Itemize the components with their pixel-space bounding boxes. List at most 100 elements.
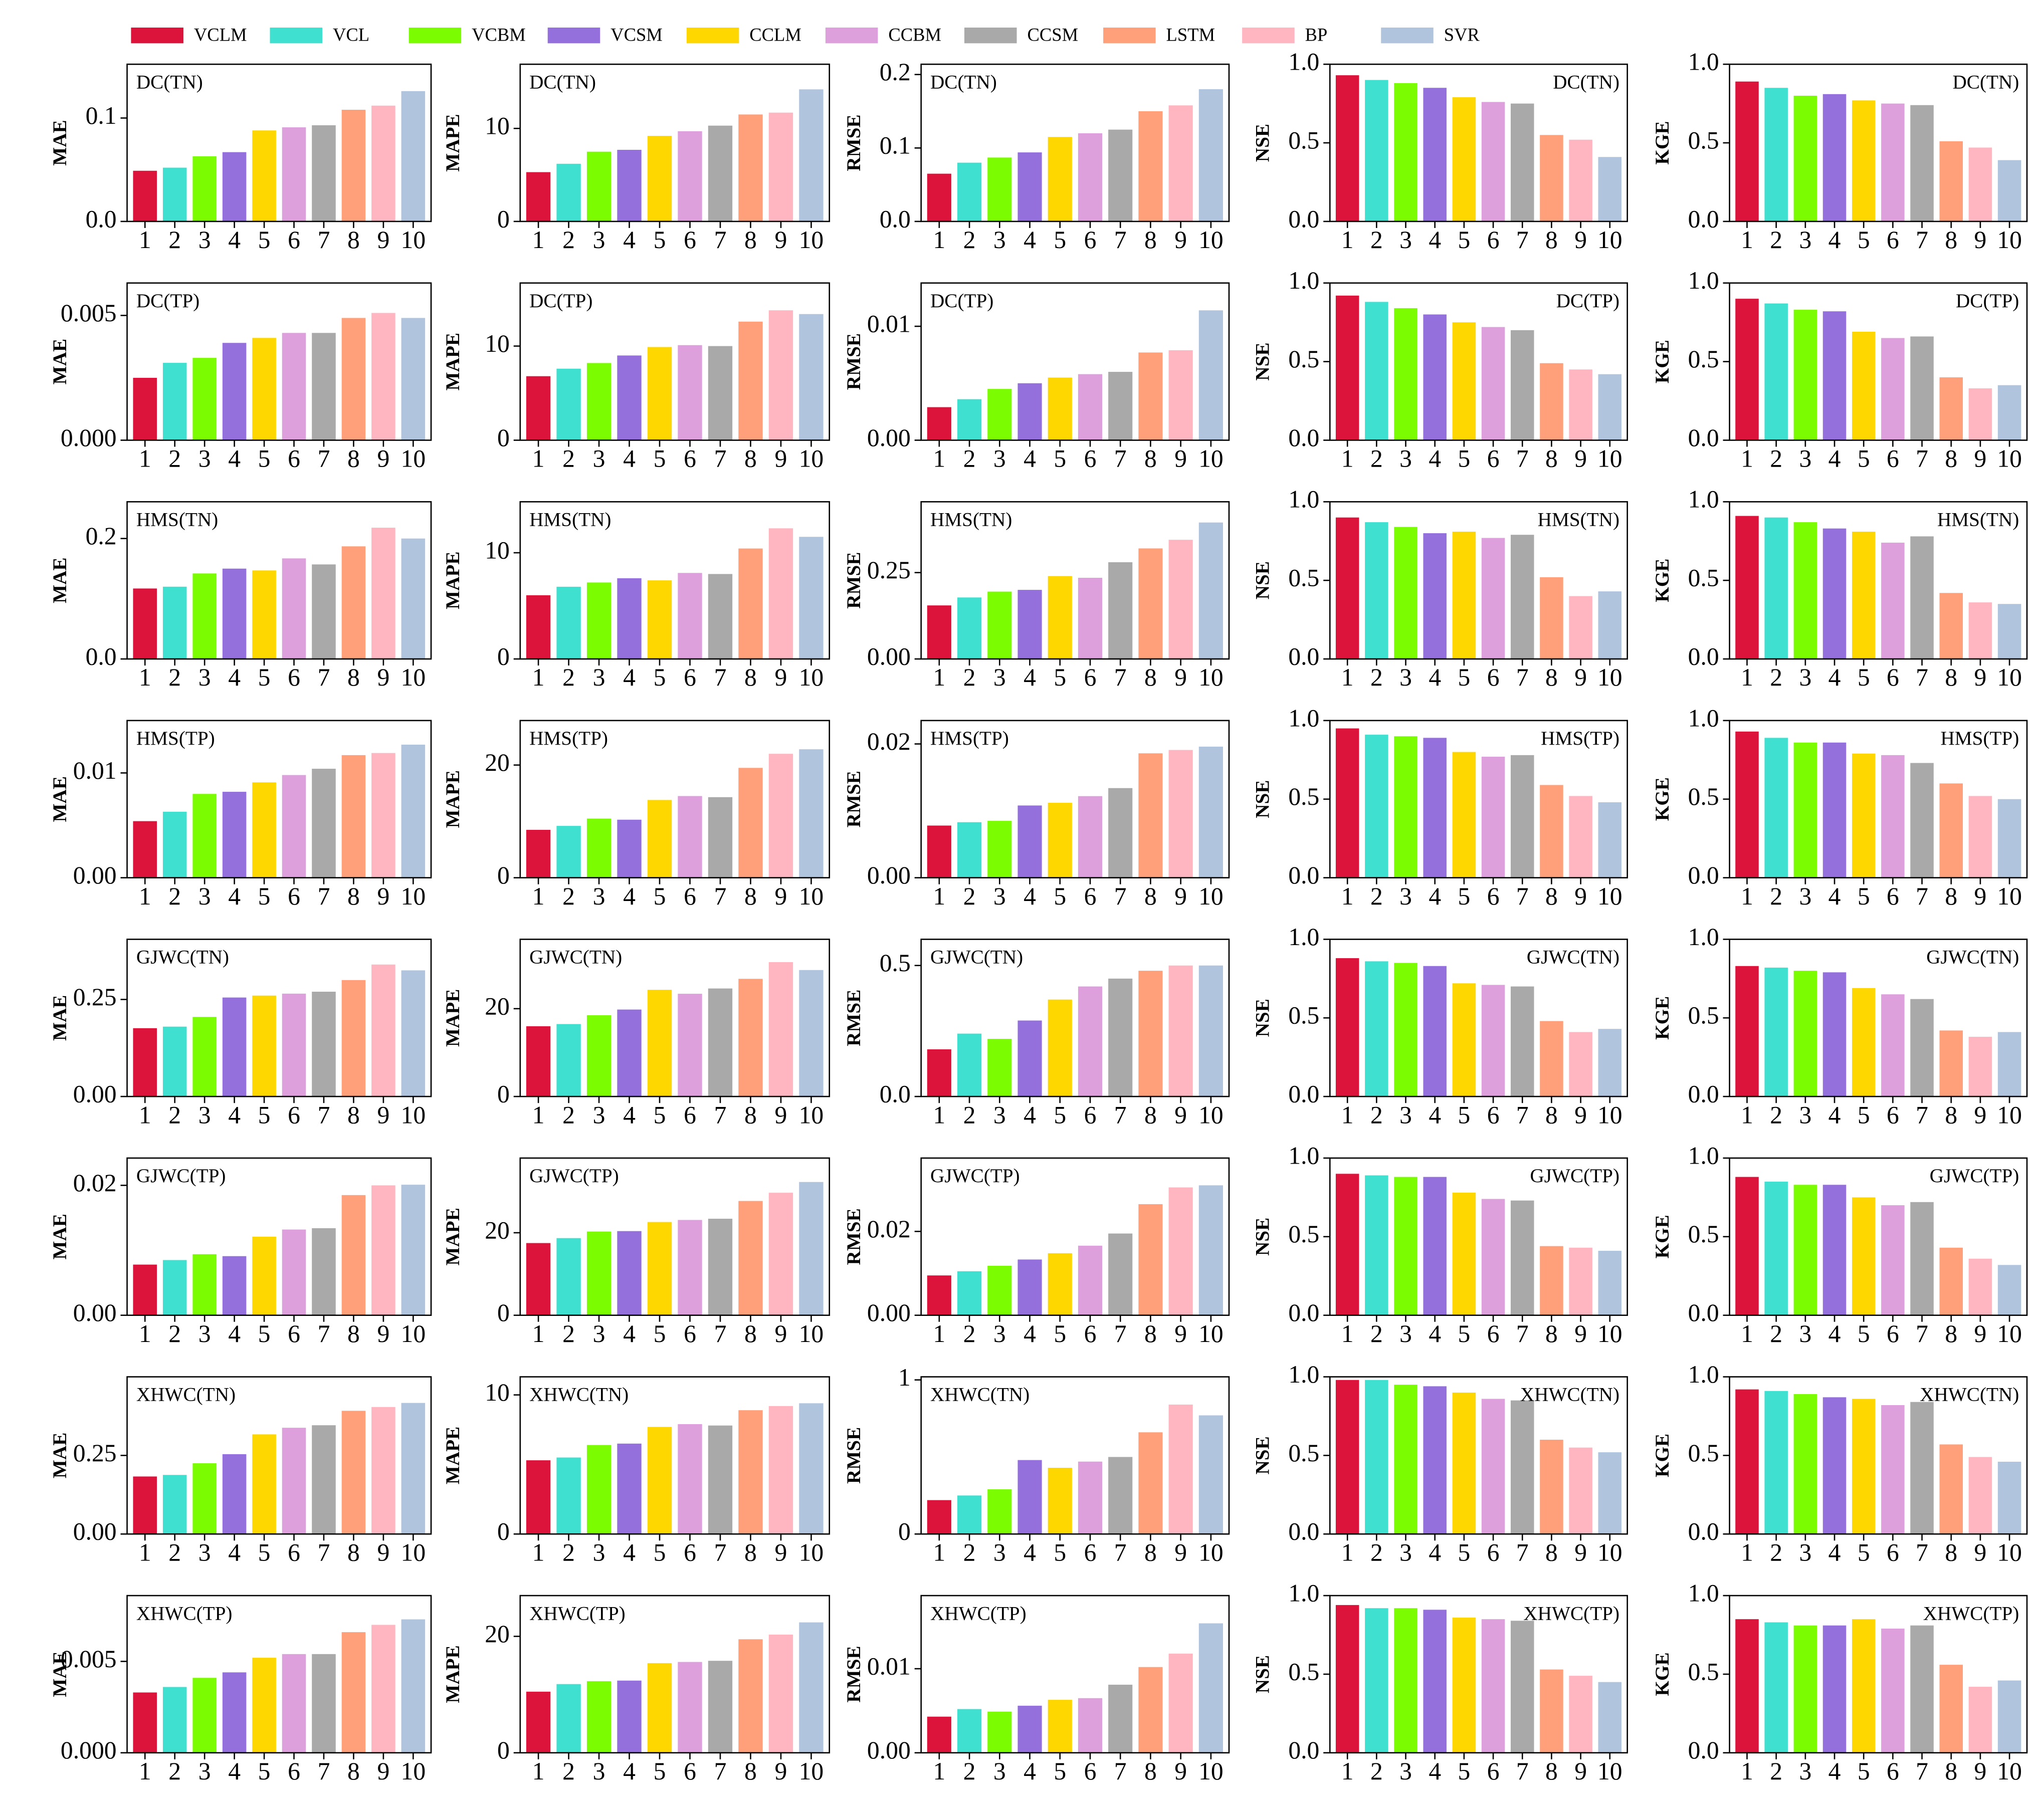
legend-label: CCLM	[749, 25, 801, 45]
x-tick-label: 7	[1114, 226, 1127, 254]
subplot-title: HMS(TN)	[136, 509, 218, 531]
x-tick-label: 1	[1741, 445, 1753, 473]
y-axis-label: MAE	[49, 1214, 71, 1259]
bar	[252, 1434, 276, 1534]
bar	[738, 1410, 763, 1534]
subplot-title: XHWC(TP)	[529, 1603, 626, 1624]
axes-frame	[1329, 720, 1628, 878]
x-tick-label: 3	[198, 663, 211, 691]
y-tick-label: 0.01	[73, 757, 117, 784]
axes-frame	[126, 720, 432, 878]
x-tick-label: 2	[168, 882, 181, 910]
x-tick-label: 6	[1084, 1320, 1097, 1347]
bar	[1540, 785, 1563, 878]
x-tick-label: 3	[198, 1538, 211, 1566]
x-tick-label: 4	[228, 1757, 241, 1785]
bar	[768, 1193, 793, 1315]
bar	[1335, 75, 1359, 221]
x-tick-label: 6	[684, 1320, 696, 1347]
bar	[678, 1220, 702, 1315]
bar	[1138, 753, 1163, 878]
x-tick-label: 7	[714, 1101, 727, 1129]
x-tick-label: 4	[1024, 882, 1036, 910]
x-tick-label: 9	[377, 226, 389, 254]
subplot-title: GJWC(TN)	[930, 947, 1023, 968]
bar	[252, 995, 276, 1097]
x-tick-label: 9	[1574, 445, 1587, 473]
bar	[1511, 1400, 1534, 1534]
y-tick-label: 0.0	[880, 205, 911, 233]
bar	[1017, 1259, 1042, 1315]
bar	[738, 1201, 763, 1315]
bar	[1793, 1394, 1817, 1534]
x-tick-label: 6	[1887, 445, 1899, 473]
x-tick-label: 8	[1945, 1757, 1957, 1785]
x-tick-label: 5	[258, 663, 271, 691]
x-tick-label: 8	[347, 882, 360, 910]
bar	[987, 1265, 1012, 1315]
x-tick-label: 4	[1024, 1101, 1036, 1129]
bar	[312, 1228, 336, 1315]
bar	[1048, 1467, 1072, 1534]
bar	[1735, 299, 1759, 440]
legend-swatch	[270, 28, 323, 44]
bar	[1910, 1202, 1934, 1315]
bar	[1481, 327, 1505, 440]
y-tick-label: 0.25	[867, 556, 911, 584]
axes-frame	[920, 1376, 1230, 1535]
x-tick-label: 5	[654, 1101, 666, 1129]
x-tick-label: 10	[1997, 663, 2022, 691]
x-tick-label: 8	[1945, 1538, 1957, 1566]
x-tick-label: 7	[714, 1320, 727, 1347]
x-tick-label: 8	[1945, 1320, 1957, 1347]
bar	[282, 558, 306, 659]
bar	[1511, 986, 1534, 1097]
x-tick-label: 4	[623, 226, 636, 254]
bar	[282, 1654, 306, 1753]
subplot-title: DC(TN)	[1953, 71, 2019, 93]
x-tick-label: 9	[377, 1757, 389, 1785]
x-tick-label: 6	[1084, 226, 1097, 254]
x-tick-label: 10	[1597, 445, 1622, 473]
subplot-title: DC(TN)	[136, 71, 203, 93]
x-tick-label: 3	[1799, 1757, 1811, 1785]
x-tick-label: 5	[1858, 1101, 1870, 1129]
bar	[1481, 1399, 1505, 1534]
bar	[647, 1427, 672, 1534]
x-tick-label: 1	[1341, 1101, 1354, 1129]
y-tick-label: 0.00	[73, 1080, 117, 1108]
x-tick-label: 5	[1054, 1757, 1066, 1785]
y-tick-label: 1.0	[1288, 48, 1319, 76]
bar	[1078, 1698, 1103, 1753]
axes-frame	[126, 1376, 432, 1535]
axes-frame	[920, 63, 1230, 222]
x-tick-label: 9	[1574, 1538, 1587, 1566]
x-tick-label: 2	[1370, 226, 1383, 254]
axes-frame	[519, 1376, 831, 1535]
x-tick-label: 2	[963, 1101, 976, 1129]
x-tick-label: 6	[684, 882, 696, 910]
x-tick-label: 4	[1428, 882, 1441, 910]
y-axis-label: MAE	[49, 120, 71, 165]
x-tick-label: 5	[654, 226, 666, 254]
bar	[1335, 1174, 1359, 1315]
y-tick-label: 0.0	[86, 205, 117, 233]
y-tick-label: 0.2	[86, 522, 117, 550]
y-tick-label: 0.5	[1288, 564, 1319, 592]
bar	[987, 821, 1012, 878]
y-tick-label: 20	[485, 992, 510, 1020]
x-tick-label: 10	[1198, 663, 1223, 691]
y-tick-label: 0.5	[1688, 345, 1719, 373]
bar	[1168, 540, 1193, 659]
x-tick-label: 4	[1828, 445, 1841, 473]
y-axis-label: RMSE	[843, 552, 865, 609]
bar	[1394, 963, 1417, 1097]
bar	[341, 110, 366, 221]
subplot-title: HMS(TP)	[1940, 728, 2019, 749]
bar	[526, 172, 551, 221]
y-tick-label: 0.00	[73, 1518, 117, 1545]
subplot-title: GJWC(TP)	[930, 1165, 1020, 1187]
subplot-title: DC(TP)	[1556, 290, 1619, 312]
x-tick-label: 10	[1997, 1101, 2022, 1129]
x-tick-label: 5	[1858, 226, 1870, 254]
